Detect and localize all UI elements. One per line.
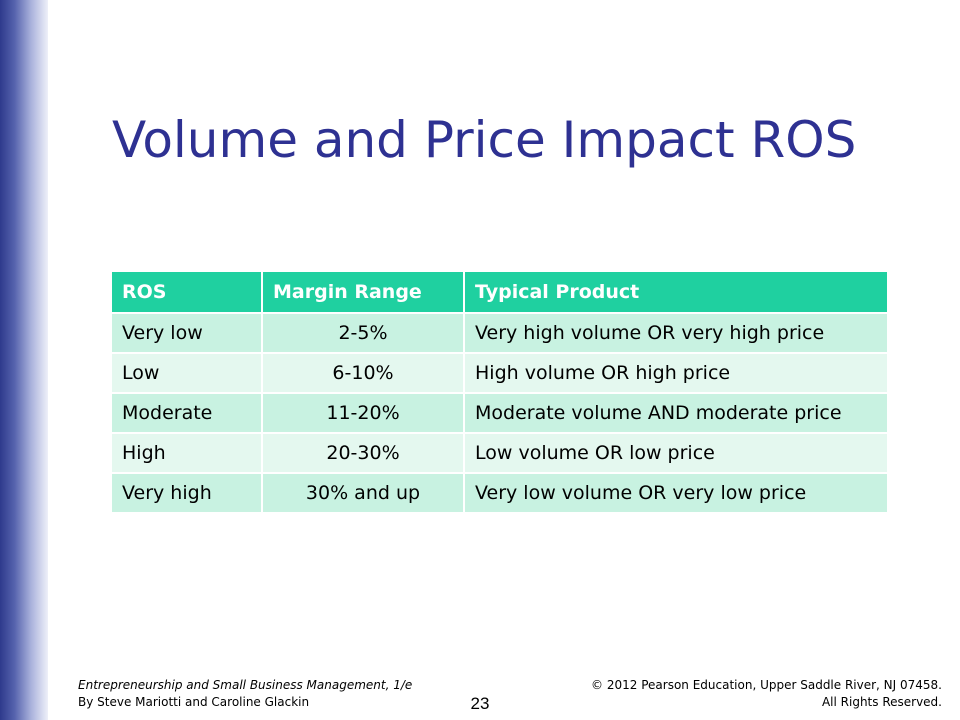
cell-ros: Low	[112, 352, 263, 393]
cell-product: Moderate volume AND moderate price	[464, 392, 889, 433]
cell-ros: Moderate	[112, 392, 263, 433]
table-row: Moderate 11-20% Moderate volume AND mode…	[112, 392, 889, 433]
cell-margin: 6-10%	[262, 352, 465, 393]
footer-book-title: Entrepreneurship and Small Business Mana…	[78, 678, 413, 692]
page-number: 23	[470, 694, 490, 713]
footer-copyright-line: © 2012 Pearson Education, Upper Saddle R…	[591, 678, 942, 692]
header-margin-range: Margin Range	[262, 272, 465, 313]
cell-ros: Very low	[112, 312, 263, 353]
header-typical-product: Typical Product	[464, 272, 889, 313]
table-row: Low 6-10% High volume OR high price	[112, 352, 889, 393]
slide-title: Volume and Price Impact ROS	[112, 111, 857, 169]
table-row: High 20-30% Low volume OR low price	[112, 432, 889, 473]
cell-product: Very high volume OR very high price	[464, 312, 889, 353]
footer-rights-line: All Rights Reserved.	[821, 695, 942, 709]
cell-product: Low volume OR low price	[464, 432, 889, 473]
cell-margin: 20-30%	[262, 432, 465, 473]
ros-table: ROS Margin Range Typical Product Very lo…	[112, 272, 889, 512]
table-header-row: ROS Margin Range Typical Product	[112, 272, 889, 313]
cell-margin: 11-20%	[262, 392, 465, 433]
cell-margin: 2-5%	[262, 312, 465, 353]
cell-ros: High	[112, 432, 263, 473]
footer-book-info: Entrepreneurship and Small Business Mana…	[78, 677, 412, 711]
table-row: Very high 30% and up Very low volume OR …	[112, 472, 889, 512]
cell-ros: Very high	[112, 472, 263, 512]
decorative-side-bar	[0, 0, 48, 720]
table-row: Very low 2-5% Very high volume OR very h…	[112, 312, 889, 353]
footer-authors: By Steve Mariotti and Caroline Glackin	[78, 695, 310, 709]
cell-product: Very low volume OR very low price	[464, 472, 889, 512]
cell-margin: 30% and up	[262, 472, 465, 512]
header-ros: ROS	[112, 272, 263, 313]
footer-copyright: © 2012 Pearson Education, Upper Saddle R…	[591, 677, 942, 711]
cell-product: High volume OR high price	[464, 352, 889, 393]
